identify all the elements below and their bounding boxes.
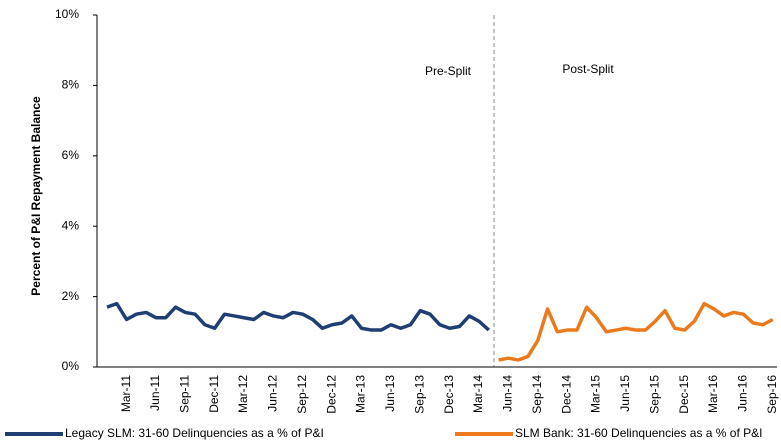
legend-label: Legacy SLM: 31-60 Delinquencies as a % o… (65, 426, 324, 440)
x-tick-label: Mar-12 (236, 375, 250, 413)
x-tick-label: Dec-14 (559, 375, 573, 414)
x-tick-label: Dec-15 (677, 375, 691, 414)
x-tick-label: Jun-11 (148, 375, 162, 411)
x-tick-label: Dec-11 (207, 375, 221, 413)
y-tick-label: 8% (62, 78, 80, 92)
series-line (498, 301, 774, 362)
x-tick-label: Jun-16 (736, 375, 750, 412)
x-tick-label: Sep-13 (412, 375, 426, 414)
x-tick-label: Sep-16 (765, 375, 779, 414)
annotation: Post-Split (562, 62, 614, 76)
x-tick-label: Dec-12 (324, 375, 338, 414)
x-tick-label: Sep-14 (530, 375, 544, 414)
x-tick-label: Sep-12 (295, 375, 309, 414)
y-axis-title: Percent of P&I Repayment Balance (29, 96, 43, 296)
x-tick-label: Jun-14 (501, 375, 515, 412)
x-tick-label: Mar-14 (471, 375, 485, 413)
x-tick-label: Sep-11 (177, 375, 191, 413)
legend-label: SLM Bank: 31-60 Delinquencies as a % of … (515, 426, 762, 440)
x-tick-label: Mar-15 (589, 375, 603, 413)
annotation: Pre-Split (425, 64, 472, 78)
x-tick-label: Jun-15 (618, 375, 632, 412)
x-tick-label: Sep-15 (647, 375, 661, 414)
x-tick-label: Jun-13 (383, 375, 397, 412)
y-tick-label: 6% (62, 148, 80, 162)
x-tick-label: Dec-13 (442, 375, 456, 414)
y-tick-label: 2% (62, 289, 80, 303)
x-tick-label: Jun-12 (266, 375, 280, 412)
x-tick-label: Mar-11 (119, 375, 133, 412)
y-tick-label: 10% (55, 7, 79, 21)
y-tick-label: 4% (62, 218, 80, 232)
series-line (106, 301, 490, 332)
x-tick-label: Mar-16 (706, 375, 720, 413)
y-tick-label: 0% (62, 359, 80, 373)
x-tick-label: Mar-13 (354, 375, 368, 413)
